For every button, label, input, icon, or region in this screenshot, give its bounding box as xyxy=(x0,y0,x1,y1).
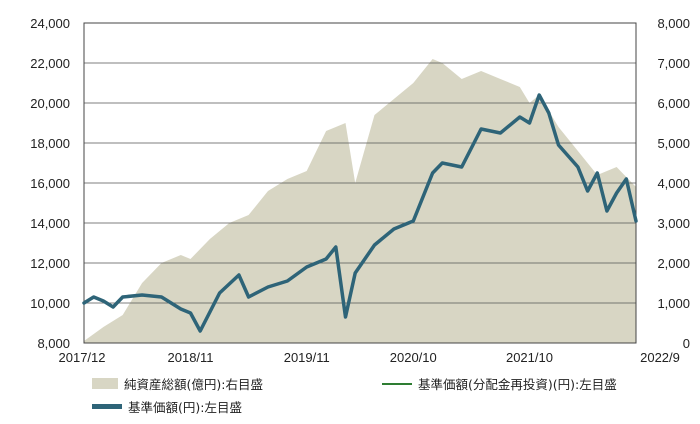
legend-label-nav-reinvested: 基準価額(分配金再投資)(円):左目盛 xyxy=(418,377,617,392)
area-series-net-assets xyxy=(84,59,636,343)
y-left-tick-label: 8,000 xyxy=(37,336,70,351)
y-right-tick-label: 5,000 xyxy=(657,136,690,151)
x-tick-label: 2018/11 xyxy=(168,350,214,365)
y-right-tick-label: 6,000 xyxy=(657,96,690,111)
legend-item-nav: 基準価額(円):左目盛 xyxy=(92,397,242,416)
line-series-nav xyxy=(82,93,638,333)
y-right-tick-label: 7,000 xyxy=(657,56,690,71)
plot-frame xyxy=(83,22,637,344)
y-right-tick-label: 3,000 xyxy=(657,216,690,231)
x-tick-label: 2021/10 xyxy=(506,350,553,365)
y-left-tick-label: 12,000 xyxy=(30,256,70,271)
y-left-tick-label: 14,000 xyxy=(30,216,70,231)
y-right-tick-label: 0 xyxy=(683,336,690,351)
grid-layer xyxy=(83,22,637,344)
y-left-tick-label: 20,000 xyxy=(30,96,70,111)
axis-layer: 8,000 10,000 12,000 14,000 16,000 18,000 20,00… xyxy=(30,16,690,365)
legend-swatch-thin-line xyxy=(382,382,412,385)
legend-swatch-area xyxy=(92,378,118,389)
legend-label-nav: 基準価額(円):左目盛 xyxy=(128,400,242,415)
legend-item-nav-reinvested: 基準価額(分配金再投資)(円):左目盛 xyxy=(382,374,617,393)
y-left-tick-label: 16,000 xyxy=(30,176,70,191)
legend-swatch-thick-line xyxy=(92,404,122,409)
y-right-tick-label: 8,000 xyxy=(657,16,690,31)
y-right-tick-label: 1,000 xyxy=(657,296,690,311)
x-tick-label: 2022/9 xyxy=(640,350,680,365)
legend-item-net-assets: 純資産総額(億円):右目盛 xyxy=(92,374,263,393)
area-layer xyxy=(84,59,636,343)
legend-label-net-assets: 純資産総額(億円):右目盛 xyxy=(124,377,263,392)
y-left-tick-label: 10,000 xyxy=(30,296,70,311)
x-tick-label: 2019/11 xyxy=(284,350,330,365)
y-left-tick-label: 22,000 xyxy=(30,56,70,71)
y-right-tick-label: 2,000 xyxy=(657,256,690,271)
y-right-tick-label: 4,000 xyxy=(657,176,690,191)
x-tick-label: 2017/12 xyxy=(59,350,106,365)
x-tick-label: 2020/10 xyxy=(390,350,437,365)
line-layer xyxy=(82,93,638,333)
y-left-tick-label: 24,000 xyxy=(30,16,70,31)
y-left-tick-label: 18,000 xyxy=(30,136,70,151)
